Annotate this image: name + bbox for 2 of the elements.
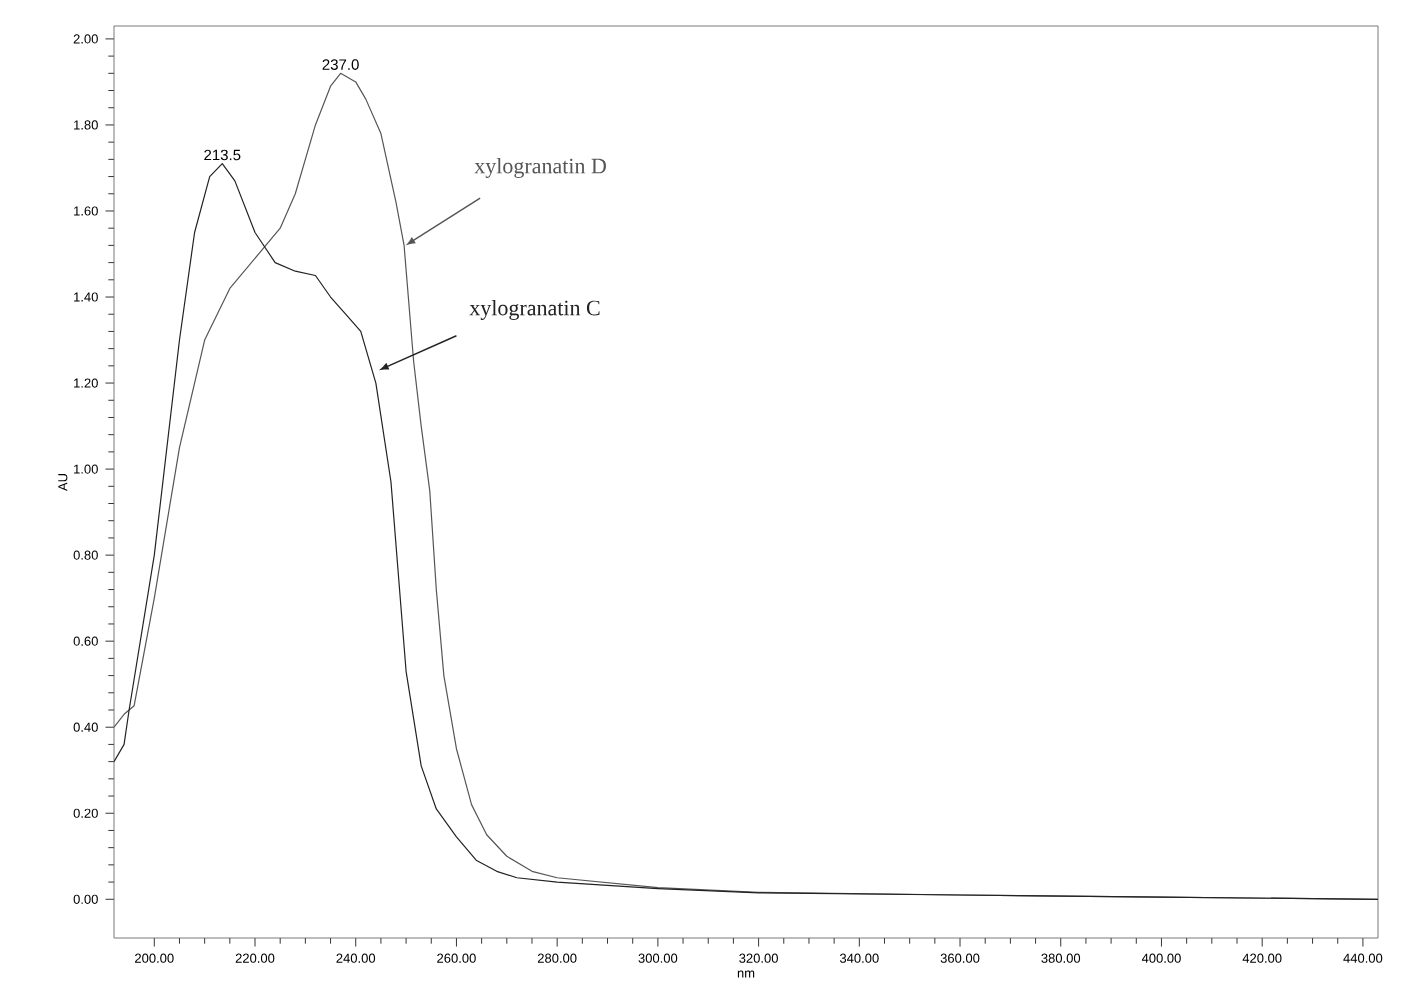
- text: xylogranatin D: [474, 157, 606, 178]
- text: xylogranatin C: [469, 299, 600, 320]
